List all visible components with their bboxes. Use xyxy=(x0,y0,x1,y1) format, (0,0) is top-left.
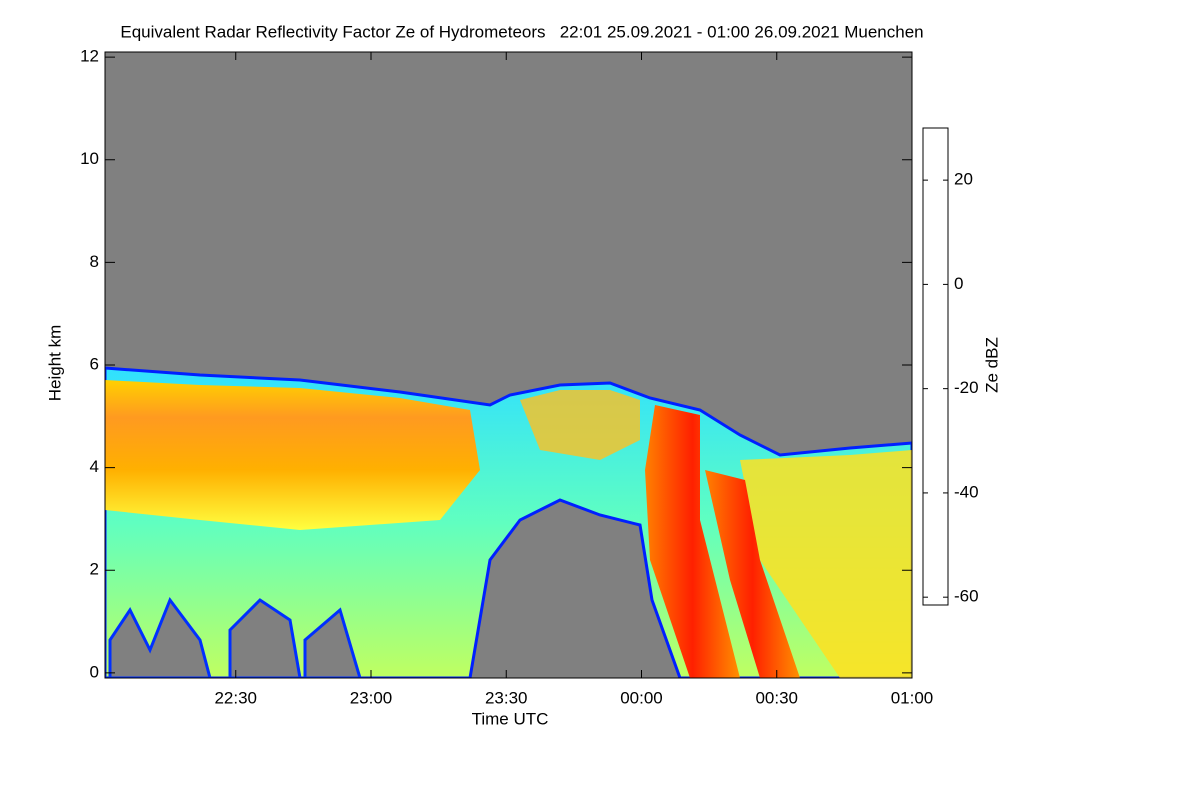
x-tick-label: 01:00 xyxy=(891,688,934,707)
echo-core xyxy=(105,380,480,530)
x-tick-label: 23:30 xyxy=(485,688,528,707)
colorbar-label: Ze dBZ xyxy=(982,337,1001,393)
colorbar-tick-label: 20 xyxy=(954,170,973,189)
y-tick-label: 4 xyxy=(90,457,99,476)
y-tick-label: 12 xyxy=(80,47,99,66)
echo-core xyxy=(520,390,640,460)
y-tick-label: 2 xyxy=(90,560,99,579)
y-tick-label: 6 xyxy=(90,354,99,373)
chart-title: Equivalent Radar Reflectivity Factor Ze … xyxy=(120,22,923,41)
x-axis-label: Time UTC xyxy=(472,709,549,728)
y-tick-label: 0 xyxy=(90,662,99,681)
y-tick-label: 8 xyxy=(90,252,99,271)
echo-gap xyxy=(228,598,302,678)
y-tick-label: 10 xyxy=(80,149,99,168)
echo-gap xyxy=(108,596,212,678)
colorbar-tick-label: -60 xyxy=(954,587,979,606)
field xyxy=(105,52,912,678)
x-tick-label: 00:00 xyxy=(620,688,663,707)
echo-gap xyxy=(303,607,362,678)
colorbar-tick-label: -40 xyxy=(954,482,979,501)
x-tick-label: 23:00 xyxy=(350,688,393,707)
x-tick-label: 22:30 xyxy=(214,688,257,707)
echo-core xyxy=(740,450,912,678)
echo-core xyxy=(645,405,740,678)
colorbar-tick-label: 0 xyxy=(954,274,963,293)
echo-core xyxy=(705,470,800,678)
x-tick-label: 00:30 xyxy=(755,688,798,707)
colorbar-tick-label: -20 xyxy=(954,378,979,397)
colorbar xyxy=(922,127,949,606)
y-axis-label: Height km xyxy=(45,325,64,402)
